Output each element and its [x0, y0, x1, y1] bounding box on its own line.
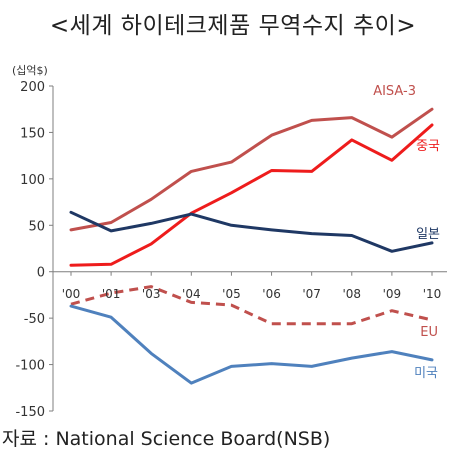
chart-title: <세계 하이테크제품 무역수지 추이>: [49, 13, 417, 39]
series-label-EU: EU: [420, 325, 438, 340]
y-tick-label: -100: [15, 359, 45, 374]
source-note: 자료 : National Science Board(NSB): [2, 428, 331, 450]
x-tick-label: '03: [142, 287, 161, 301]
x-tick-label: '04: [182, 287, 201, 301]
series-label-중국: 중국: [416, 139, 440, 154]
series-line-일본: [69, 210, 434, 253]
y-tick-label: 200: [20, 80, 45, 95]
y-tick-label: -150: [15, 405, 45, 420]
x-tick-label: '01: [102, 287, 121, 301]
series-label-일본: 일본: [416, 227, 440, 242]
series-label-미국: 미국: [414, 366, 438, 381]
x-tick-label: '06: [262, 287, 281, 301]
x-tick-label: '08: [342, 287, 361, 301]
y-tick-label: 100: [20, 173, 45, 188]
y-tick-label: 0: [37, 266, 45, 281]
x-tick-label: '09: [383, 287, 402, 301]
series-label-AISA-3: AISA-3: [373, 84, 416, 99]
series-line-중국: [69, 123, 434, 267]
series-line-AISA-3: [69, 107, 434, 232]
x-tick-label: '00: [62, 287, 81, 301]
x-tick-label: '07: [302, 287, 321, 301]
y-tick-label: 50: [28, 219, 45, 234]
series-line-EU: [70, 285, 433, 326]
y-tick-label: 150: [20, 126, 45, 141]
y-unit-label: (십억$): [12, 64, 48, 77]
series-line-미국: [69, 304, 434, 385]
y-tick-label: -50: [24, 312, 45, 327]
x-tick-label: '10: [423, 287, 442, 301]
x-tick-label: '05: [222, 287, 241, 301]
